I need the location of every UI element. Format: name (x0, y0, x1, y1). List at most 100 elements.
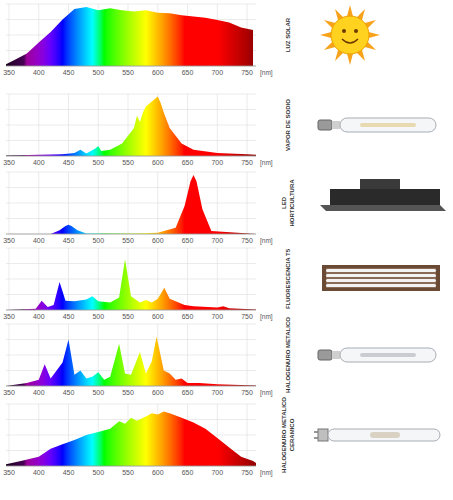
tube (326, 284, 436, 287)
spectrum-area (6, 411, 256, 466)
lamp-base (318, 429, 328, 441)
lamp-glass (328, 429, 440, 441)
lamp-icon (322, 265, 440, 291)
tick-label: 750 (241, 237, 253, 244)
grid-line (247, 94, 248, 156)
tick-label: 750 (241, 159, 253, 166)
tick-label: 650 (182, 313, 194, 320)
lamp-glass (340, 348, 436, 362)
grid-line (6, 324, 256, 325)
grid-line (38, 248, 39, 310)
tube (326, 274, 436, 277)
panel-title: HALOGENURO METALICO (285, 317, 291, 393)
tick-label: 350 (3, 313, 15, 320)
lamp-icon (318, 118, 436, 132)
spectrum-area (6, 96, 256, 156)
grid-line (38, 94, 39, 156)
grid-line (6, 172, 256, 173)
spectrum-panel: 350400450500550600650700750[nm]LUZ SOLAR (3, 4, 290, 77)
plot-area (6, 411, 256, 466)
grid-line (247, 172, 248, 234)
grid-line (6, 109, 256, 110)
tick-label: 450 (63, 159, 75, 166)
lamp-arc (360, 353, 416, 357)
grid-line (68, 94, 69, 156)
tick-label: 550 (122, 237, 134, 244)
tick-label: 350 (3, 469, 15, 476)
spectrum-panel: 350400450500550600650700750[nm]HALOGENUR… (3, 397, 294, 477)
tick-label: 550 (122, 469, 134, 476)
axis-label: [nm] (260, 389, 273, 397)
axis-label: [nm] (260, 159, 273, 167)
grid-line (8, 324, 9, 386)
tick-label: 500 (92, 237, 104, 244)
spectrum-panel: 350400450500550600650700750[nm]FLUORESCE… (3, 248, 290, 321)
grid-line (8, 248, 9, 310)
grid-line (38, 172, 39, 234)
spectrum-area (6, 175, 256, 234)
fixture-inner (326, 268, 436, 288)
tick-label: 450 (63, 313, 75, 320)
grid-line (6, 310, 256, 311)
panel-title: LED (281, 196, 287, 209)
tick-label: 650 (182, 469, 194, 476)
grid-line (6, 203, 256, 204)
tick-label: 600 (152, 237, 164, 244)
x-axis (6, 66, 256, 67)
led-driver (360, 179, 400, 189)
grid-line (247, 248, 248, 310)
grid-line (6, 355, 256, 356)
axis-label: [nm] (260, 313, 273, 321)
tick-label: 600 (152, 313, 164, 320)
tick-label: 650 (182, 237, 194, 244)
tick-label: 450 (63, 237, 75, 244)
tick-label: 350 (3, 389, 15, 396)
tick-label: 400 (33, 469, 45, 476)
x-axis (6, 310, 256, 311)
sun-ray (347, 5, 353, 17)
tick-label: 750 (241, 469, 253, 476)
panel-title: CERAMICO (289, 418, 295, 451)
panel-title: HORTICULTURA (289, 179, 295, 227)
tick-label: 600 (152, 389, 164, 396)
tick-label: 550 (122, 69, 134, 76)
led-panel (330, 189, 440, 205)
grid-line (217, 94, 218, 156)
figure: 350400450500550600650700750[nm]LUZ SOLAR… (0, 0, 453, 500)
tick-label: 700 (211, 313, 223, 320)
panel-title: VAPOR DE SODIO (285, 99, 291, 151)
lamp-icon (318, 348, 436, 362)
tick-label: 750 (241, 389, 253, 396)
grid-line (6, 279, 256, 280)
tick-label: 350 (3, 69, 15, 76)
grid-line (98, 172, 99, 234)
tick-label: 650 (182, 389, 194, 396)
grid-line (6, 404, 256, 405)
grid-line (6, 156, 256, 157)
grid-line (6, 263, 256, 264)
grid-line (8, 172, 9, 234)
grid-line (128, 172, 129, 234)
x-axis (6, 466, 256, 467)
plot-area (6, 96, 256, 156)
axis-label: [nm] (260, 237, 273, 245)
tick-label: 450 (63, 69, 75, 76)
axis-label: [nm] (260, 469, 273, 477)
lamp-icon (320, 179, 446, 211)
plot-area (6, 259, 256, 310)
grid-line (6, 4, 256, 5)
grid-line (6, 94, 256, 95)
tick-label: 650 (182, 69, 194, 76)
sun-ray (368, 32, 380, 38)
sun-smile (342, 39, 358, 43)
led-panel-side (320, 205, 446, 211)
tick-label: 550 (122, 389, 134, 396)
tick-label: 400 (33, 237, 45, 244)
tube (326, 269, 436, 272)
panel-title: HALOGENURO METALICO (281, 397, 287, 473)
tick-label: 600 (152, 469, 164, 476)
spectrum-area (6, 7, 253, 66)
grid-line (8, 4, 9, 66)
spectrum-area (6, 259, 256, 310)
sun-eye (354, 29, 358, 33)
